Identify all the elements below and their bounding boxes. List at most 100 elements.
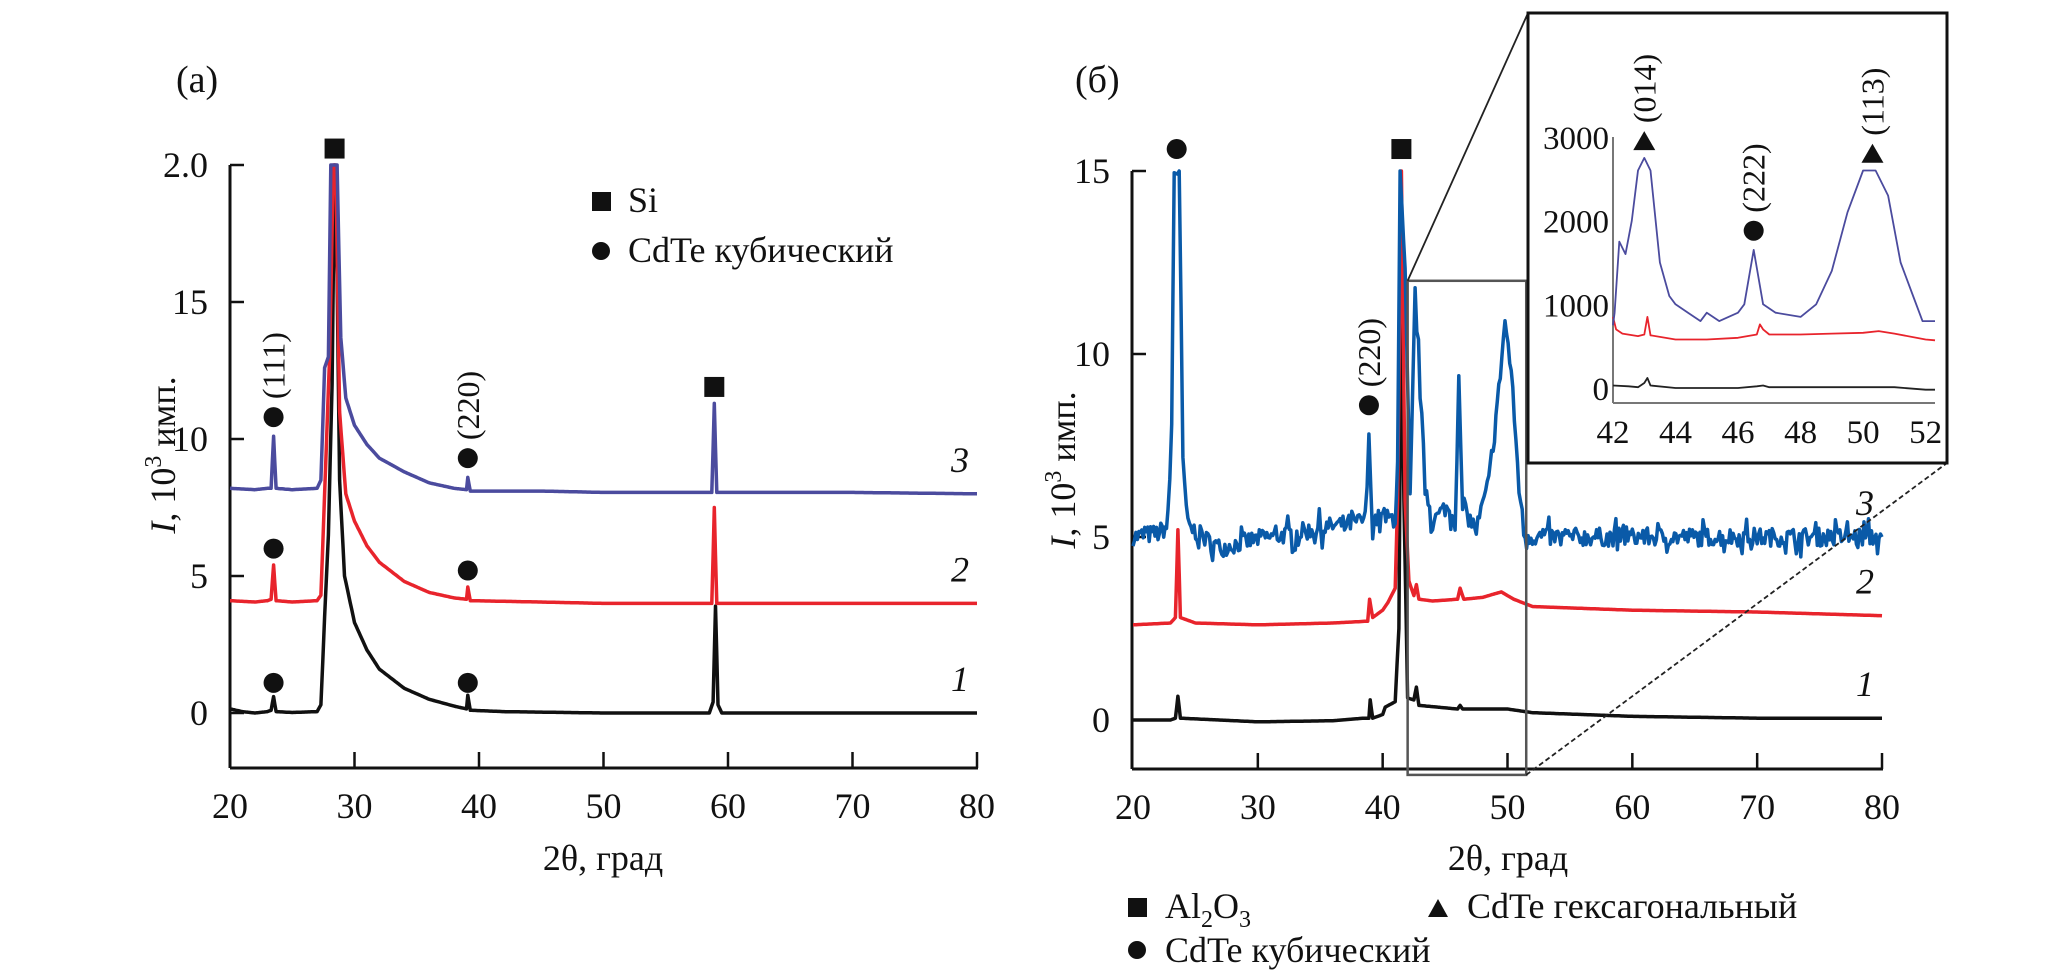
panel-b-series-2-line: [1132, 169, 1883, 627]
svg-text:I, 103 имп.: I, 103 имп.: [1041, 391, 1083, 549]
panel-a-circle-marker-icon: [263, 407, 284, 428]
panel-a-ticks: 20 30 40 50 60 70 80 0 5 10 15 2.0: [163, 145, 995, 826]
panel-b-curve-label-1: 1: [1856, 664, 1874, 704]
panel-b-curve-label-2: 2: [1856, 562, 1874, 602]
inset-triangle-marker-icon: [1861, 143, 1884, 163]
legend-cdte-cubic-label: CdTe кубический: [1165, 930, 1431, 970]
panel-b-inset: 42 44 46 48 50 52 0 1000 2000 3000 (014) (222) (113…: [1526, 11, 1949, 465]
y-title-exp: 3: [141, 456, 167, 468]
inset-x-tick-label: 44: [1659, 415, 1692, 451]
panel-a-y-tick-label: 0: [190, 693, 208, 733]
panel-a-legend: Si CdTe кубический: [592, 180, 894, 270]
panel-b-x-tick-label: 80: [1864, 787, 1900, 827]
y-title-unit: имп.: [143, 376, 183, 455]
panel-a-hkl-label: (220): [450, 371, 486, 440]
panel-a-x-tick-label: 20: [212, 786, 248, 826]
y-title-base: , 10: [1043, 483, 1083, 537]
panel-b-y-tick-label: 5: [1092, 517, 1110, 557]
panel-a-series-2-line: [229, 163, 978, 606]
inset-y-tick-label: 0: [1593, 372, 1610, 408]
inset-axes: [1612, 137, 1935, 404]
panel-b-curve-label-3: 3: [1855, 483, 1874, 523]
legend-cdte-hex-label: CdTe гексагональный: [1467, 886, 1797, 926]
legend-circle-icon: [1128, 941, 1146, 959]
inset-x-tick-label: 48: [1784, 415, 1817, 451]
inset-y-tick-label: 2000: [1543, 205, 1609, 241]
inset-x-tick-label: 52: [1909, 415, 1942, 451]
y-title-base: , 10: [143, 468, 183, 522]
panel-a-y-tick-label: 10: [172, 419, 208, 459]
panel-b-hkl-label: (220): [1351, 318, 1387, 387]
panel-a-x-axis-title: 2θ, град: [543, 838, 663, 878]
panel-b-series-1-line: [1132, 279, 1883, 724]
legend-square-icon: [592, 192, 611, 211]
panel-a-series-3-line: [229, 163, 978, 496]
panel-b-y-tick-label: 0: [1092, 700, 1110, 740]
panel-a-square-marker-icon: [324, 138, 345, 159]
panel-b-circle-marker-icon: [1166, 139, 1187, 160]
inset-hkl-label: (222): [1736, 143, 1772, 212]
inset-y-tick-label: 1000: [1543, 288, 1609, 324]
svg-text:I, 103 имп.: I, 103 имп.: [141, 376, 183, 534]
panel-b-series-3-line: [1131, 169, 1884, 563]
panel-a-circle-marker-icon: [263, 538, 284, 559]
inset-series-3-line: [1612, 156, 1935, 326]
inset-x-tick-label: 46: [1722, 415, 1755, 451]
panel-b-x-tick-label: 30: [1240, 787, 1276, 827]
panel-a-series: 1 2 3: [229, 163, 978, 715]
panel-b-circle-marker-icon: [1358, 395, 1379, 416]
panel-a-circle-marker-icon: [457, 448, 478, 469]
legend-cdte-cubic-label: CdTe кубический: [628, 230, 894, 270]
panel-a-label: (a): [176, 59, 218, 101]
panel-a-x-tick-label: 80: [959, 786, 995, 826]
zoom-connector-bottom: [1525, 462, 1948, 776]
inset-series-1-line: [1612, 377, 1935, 391]
panel-a-hkl-label: (111): [256, 332, 292, 399]
panel-a-chart: (a) 20 30 40 50 60 70 80 0 5 10 15 2.0 1 2 3 (111) (22…: [141, 59, 995, 878]
panel-a-circle-marker-icon: [263, 672, 284, 693]
inset-annotations: (014) (222) (113): [1626, 54, 1890, 241]
inset-hkl-label: (014): [1626, 54, 1662, 123]
panel-b-series: 1 2 3: [1131, 169, 1884, 724]
panel-b-x-axis-title: 2θ, град: [1448, 838, 1568, 878]
y-title-unit: имп.: [1043, 391, 1083, 470]
inset-x-tick-label: 42: [1597, 415, 1630, 451]
panel-a-x-tick-label: 50: [586, 786, 622, 826]
zoom-region-box: [1406, 279, 1528, 777]
panel-a-curve-label-2: 2: [951, 549, 969, 589]
inset-ticks: 42 44 46 48 50 52 0 1000 2000 3000: [1543, 121, 1942, 451]
panel-a-curve-label-1: 1: [951, 659, 969, 699]
legend-triangle-icon: [1428, 899, 1448, 917]
panel-a-y-axis-title: I, 103 имп.: [141, 376, 183, 534]
panel-a-x-tick-label: 40: [461, 786, 497, 826]
inset-triangle-marker-icon: [1633, 131, 1656, 151]
panel-b-x-tick-label: 20: [1115, 787, 1151, 827]
panel-a-y-tick-label: 5: [190, 556, 208, 596]
panel-a-y-tick-label: 2.0: [163, 145, 208, 185]
panel-b-x-tick-label: 40: [1365, 787, 1401, 827]
y-title-var: I: [1043, 535, 1083, 550]
panel-b-annotations: (220): [1166, 139, 1412, 416]
panel-b-y-tick-label: 15: [1074, 151, 1110, 191]
panel-a-series-1-line: [229, 163, 978, 715]
panel-b-y-axis-title: I, 103 имп.: [1041, 391, 1083, 549]
inset-x-tick-label: 50: [1847, 415, 1880, 451]
panel-a-square-marker-icon: [704, 376, 725, 397]
inset-y-tick-label: 3000: [1543, 121, 1609, 157]
panel-a-circle-marker-icon: [457, 672, 478, 693]
legend-al2o3-label: Al2O3: [1165, 886, 1251, 933]
y-title-exp: 3: [1041, 471, 1067, 483]
panel-a-x-tick-label: 60: [710, 786, 746, 826]
inset-series-2-line: [1612, 315, 1936, 342]
panel-b-x-tick-label: 70: [1739, 787, 1775, 827]
inset-circle-marker-icon: [1743, 220, 1764, 241]
panel-b-x-tick-label: 60: [1614, 787, 1650, 827]
panel-b-y-tick-label: 10: [1074, 334, 1110, 374]
zoom-connector-top: [1406, 12, 1529, 282]
panel-b-zoom-indicator: [1406, 12, 1948, 777]
panel-a-curve-label-3: 3: [950, 440, 969, 480]
panel-a-circle-marker-icon: [457, 560, 478, 581]
